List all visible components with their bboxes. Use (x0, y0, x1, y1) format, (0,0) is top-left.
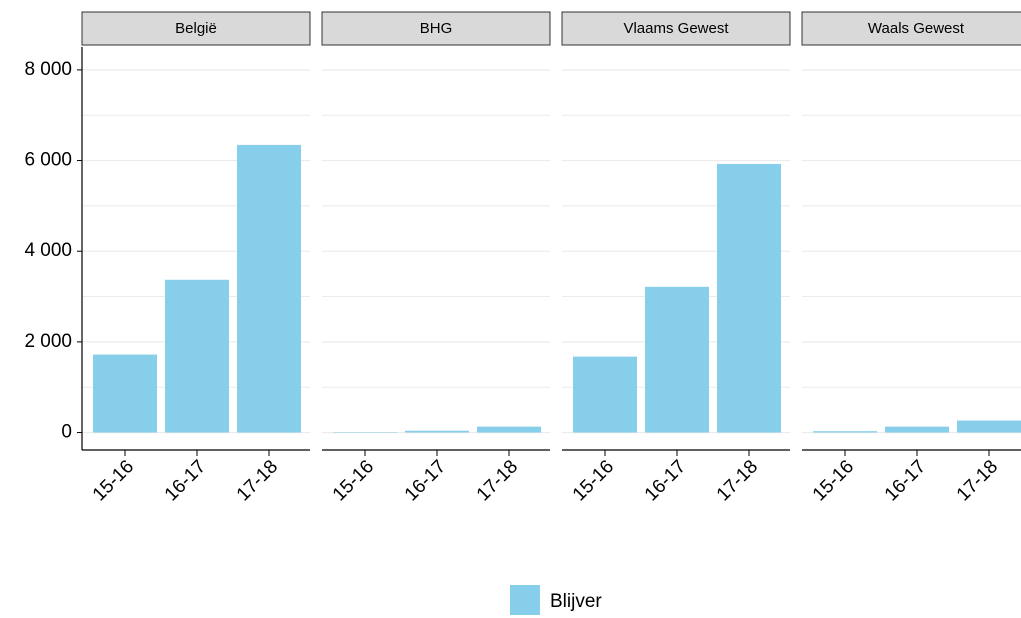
facet-strip (801, 11, 1021, 46)
bar (645, 286, 709, 433)
bar (573, 356, 637, 433)
facet-title: Waals Gewest (868, 20, 965, 37)
facet-strip (81, 11, 311, 46)
legend-label: Blijver (550, 591, 602, 612)
bar (717, 163, 781, 433)
y-tick-label: 2 000 (24, 331, 72, 352)
facet-strip (321, 11, 551, 46)
x-tick-label: 17-18 (233, 456, 282, 505)
facet-title: BHG (420, 20, 453, 37)
x-tick-label: 17-18 (953, 456, 1002, 505)
x-tick-label: 17-18 (713, 456, 762, 505)
bar (885, 426, 949, 433)
x-tick-label: 15-16 (569, 456, 618, 505)
bar (477, 426, 541, 433)
x-tick-label: 15-16 (329, 456, 378, 505)
x-tick-label: 17-18 (473, 456, 522, 505)
y-tick-label: 4 000 (24, 240, 72, 261)
bar (813, 431, 877, 433)
y-tick-label: 8 000 (24, 59, 72, 80)
y-tick-label: 0 (61, 422, 72, 443)
bar (957, 420, 1021, 433)
bar (93, 354, 157, 433)
bar (165, 279, 229, 433)
x-tick-label: 16-17 (881, 456, 930, 505)
bar (237, 144, 301, 433)
facet-title: België (175, 20, 217, 37)
x-tick-label: 15-16 (89, 456, 138, 505)
facet-title: Vlaams Gewest (623, 20, 729, 37)
x-tick-label: 16-17 (641, 456, 690, 505)
legend-swatch (510, 585, 540, 615)
x-tick-label: 15-16 (809, 456, 858, 505)
x-tick-label: 16-17 (161, 456, 210, 505)
y-tick-label: 6 000 (24, 150, 72, 171)
bar (405, 430, 469, 433)
facet-strip (561, 11, 791, 46)
x-tick-label: 16-17 (401, 456, 450, 505)
